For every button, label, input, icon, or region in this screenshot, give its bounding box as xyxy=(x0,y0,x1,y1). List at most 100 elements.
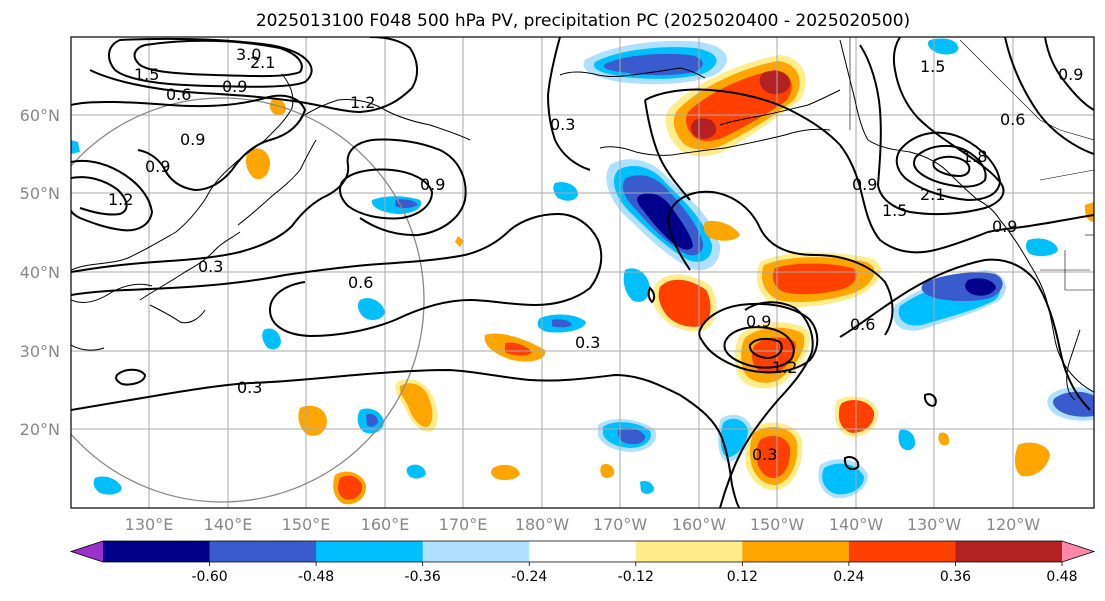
precip-positive-area xyxy=(658,279,711,327)
latitude-tick-label: 40°N xyxy=(20,263,60,282)
pv-contour-line xyxy=(723,326,795,369)
colorbar-tick-label: -0.24 xyxy=(511,569,547,585)
pv-contour-line xyxy=(859,37,1005,216)
precip-positive-area xyxy=(772,263,858,295)
pv-contour-line xyxy=(895,131,1002,202)
longitude-tick-label: 150°E xyxy=(282,515,331,534)
pv-contour-line xyxy=(644,99,691,201)
precip-positive-area xyxy=(399,383,433,427)
precip-negative-area xyxy=(822,463,864,495)
pv-contour-line xyxy=(647,286,656,304)
pv-contour-line xyxy=(546,37,591,171)
precip-negative-area xyxy=(553,182,578,201)
pv-contour-line xyxy=(108,37,313,88)
pv-contour-line xyxy=(115,368,147,386)
precip-positive-area xyxy=(759,70,791,95)
pv-contour-line xyxy=(932,155,971,178)
contour-label: 3.0 xyxy=(236,45,261,64)
contour-labels: 3.0 2.1 1.5 0.9 0.6 1.2 0.9 0.3 0.9 1.2 … xyxy=(108,45,1083,464)
colorbar-segment xyxy=(955,541,1063,562)
precip-negative-area xyxy=(927,38,959,55)
pv-contour-line xyxy=(666,190,894,336)
graticule xyxy=(71,37,1094,508)
precip-positive-area xyxy=(691,118,717,139)
colorbar-tick-label: -0.60 xyxy=(191,569,227,585)
precip-negative-area xyxy=(552,319,572,328)
precip-negative-area xyxy=(617,428,646,445)
longitude-tick-label: 170°E xyxy=(439,515,488,534)
precip-positive-area xyxy=(938,432,950,446)
pv-contour-line xyxy=(839,258,1091,411)
precip-negative-area xyxy=(262,328,281,350)
contour-label: 0.3 xyxy=(550,115,575,134)
colorbar-tick-label: -0.12 xyxy=(618,569,654,585)
colorbar-segment xyxy=(635,541,743,562)
pv-contour-line xyxy=(89,37,418,114)
coastlines xyxy=(71,39,1094,401)
precip-negative-area xyxy=(406,464,426,479)
longitude-tick-label: 130°W xyxy=(907,515,962,534)
precip-positive-area xyxy=(337,475,362,500)
precip-negative-area xyxy=(637,193,693,250)
precip-negative-area xyxy=(71,140,80,154)
colorbar-segment xyxy=(316,541,424,562)
pv-contour-line xyxy=(644,88,1094,254)
longitude-tick-label: 160°W xyxy=(672,515,727,534)
contour-label: 0.6 xyxy=(166,85,191,104)
plot-title: 2025013100 F048 500 hPa PV, precipitatio… xyxy=(256,11,910,31)
pv-contour-line xyxy=(843,456,860,471)
pv-contour-line xyxy=(923,393,937,407)
precip-negative-area xyxy=(898,429,916,451)
precip-positive-area xyxy=(269,99,286,116)
precip-negative-area xyxy=(965,278,996,296)
precip-positive-area xyxy=(505,342,532,356)
colorbar-tick-label: -0.36 xyxy=(405,569,441,585)
contour-label: 1.2 xyxy=(108,190,133,209)
longitude-tick-label: 160°E xyxy=(361,515,410,534)
precip-negative-area xyxy=(603,53,703,76)
colorbar-tick-label: 0.48 xyxy=(1046,569,1077,585)
contour-label: 1.2 xyxy=(772,358,797,377)
contour-label: 0.9 xyxy=(1058,65,1083,84)
contour-label: 0.6 xyxy=(348,273,373,292)
latitude-tick-label: 50°N xyxy=(20,184,60,203)
colorbar-outline xyxy=(69,540,1096,563)
latitude-tick-label: 60°N xyxy=(20,106,60,125)
precip-shading xyxy=(71,38,1094,505)
pv-contour-line xyxy=(698,302,819,374)
map-panel: 3.0 2.1 1.5 0.9 0.6 1.2 0.9 0.3 0.9 1.2 … xyxy=(70,36,1095,509)
pv-contour-line xyxy=(71,94,307,192)
reference-circle xyxy=(71,97,425,503)
longitude-axis: 130°E 140°E 150°E 160°E 170°E 180°W 170°… xyxy=(125,515,1041,534)
precip-negative-area xyxy=(93,476,122,495)
latitude-tick-label: 30°N xyxy=(20,342,60,361)
longitude-tick-label: 130°E xyxy=(125,515,174,534)
contour-label: 0.3 xyxy=(752,445,777,464)
contour-label: 0.3 xyxy=(575,333,600,352)
pv-contour-line xyxy=(1004,37,1094,155)
borders xyxy=(849,37,1094,291)
latitude-axis: 60°N 50°N 40°N 30°N 20°N xyxy=(20,106,60,439)
contour-label: 0.9 xyxy=(852,175,877,194)
pv-contour-line xyxy=(912,144,987,188)
longitude-tick-label: 170°W xyxy=(593,515,648,534)
colorbar-segment xyxy=(848,541,956,562)
colorbar-segment xyxy=(422,541,530,562)
precip-positive-area xyxy=(600,464,615,479)
contour-label: 0.9 xyxy=(222,77,247,96)
precip-positive-area xyxy=(246,148,270,180)
contour-label: 0.9 xyxy=(420,175,445,194)
contour-label: 2.1 xyxy=(920,185,945,204)
precip-positive-area xyxy=(703,220,740,241)
contour-label: 0.9 xyxy=(180,130,205,149)
colorbar-tick-label: -0.48 xyxy=(298,569,334,585)
contour-label: 0.9 xyxy=(145,157,170,176)
contour-label: 0.3 xyxy=(237,378,262,397)
contour-label: 2.1 xyxy=(250,53,275,72)
colorbar-segment xyxy=(529,541,637,562)
pv-contour-line xyxy=(71,176,128,216)
colorbar-segment xyxy=(103,541,211,562)
colorbar-tick-label: 0.36 xyxy=(940,569,971,585)
colorbar-segment xyxy=(209,541,317,562)
longitude-tick-label: 140°W xyxy=(829,515,884,534)
